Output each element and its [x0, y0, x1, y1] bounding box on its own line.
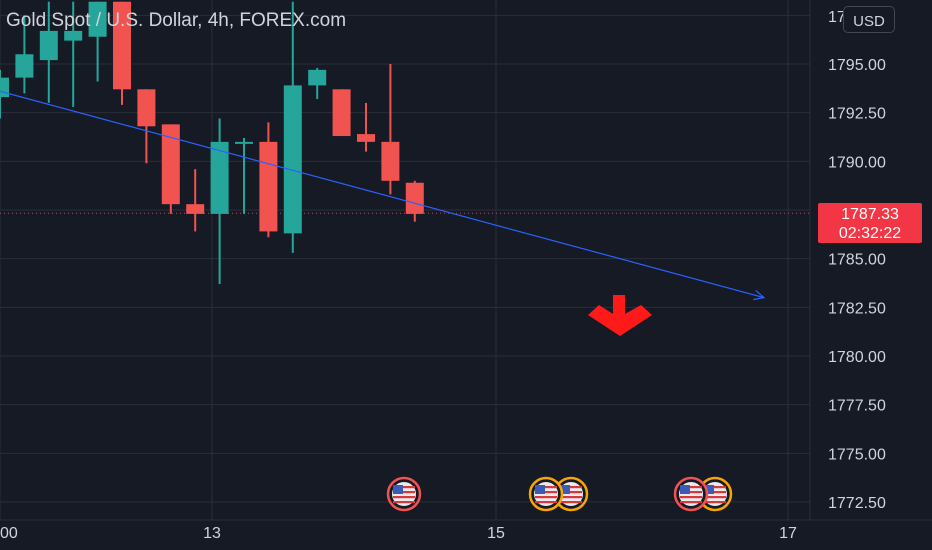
- trend-line[interactable]: [0, 90, 766, 301]
- candle-body: [137, 89, 156, 127]
- candle-body: [259, 141, 278, 232]
- price-tick-label: 1785.00: [828, 252, 886, 269]
- trend-line-arrowhead: [753, 289, 766, 301]
- event-markers: [386, 476, 733, 512]
- down-arrow-icon[interactable]: [588, 295, 652, 336]
- candle-body: [357, 134, 375, 142]
- candle-body: [0, 77, 9, 98]
- bar-countdown: 02:32:22: [838, 225, 902, 242]
- candle-body: [39, 30, 58, 61]
- candle-body: [161, 124, 180, 205]
- us-flag-event-icon[interactable]: [553, 476, 589, 512]
- price-tick-label: 1792.50: [828, 106, 886, 123]
- us-flag-event-icon[interactable]: [673, 476, 709, 512]
- time-tick-label: 00: [0, 525, 18, 542]
- candle-body: [283, 85, 302, 234]
- price-tick-label: 1782.50: [828, 300, 886, 317]
- price-tick-label: 1772.50: [828, 495, 886, 512]
- trend-line-segment[interactable]: [0, 90, 765, 299]
- currency-button[interactable]: USD: [843, 6, 895, 33]
- candle-body: [15, 54, 34, 78]
- last-price-tag: 1787.33 02:32:22: [818, 203, 922, 243]
- grid-lines: [0, 0, 810, 520]
- time-tick-label: 15: [487, 525, 505, 542]
- price-tick-label: 1775.00: [828, 446, 886, 463]
- last-price-value: 1787.33: [841, 206, 899, 223]
- candle-body: [235, 141, 253, 144]
- price-tick-label: 1777.50: [828, 398, 886, 415]
- time-tick-label: 13: [203, 525, 221, 542]
- candle-body: [332, 89, 351, 137]
- price-tick-label: 1780.00: [828, 349, 886, 366]
- time-axis[interactable]: 00 13 15 17: [0, 525, 797, 542]
- us-flag-event-icon[interactable]: [386, 476, 422, 512]
- candle-body: [113, 1, 131, 90]
- candle-body: [88, 1, 107, 37]
- price-tick-label: 1790.00: [828, 154, 886, 171]
- candle-body: [405, 182, 424, 214]
- time-tick-label: 17: [779, 525, 797, 542]
- candles: [0, 1, 424, 284]
- candle-body: [186, 204, 205, 214]
- candle-body: [64, 30, 83, 41]
- price-tick-label: 1795.00: [828, 57, 886, 74]
- candle-body: [308, 69, 327, 86]
- candle-body: [381, 141, 400, 181]
- symbol-title: Gold Spot / U.S. Dollar, 4h, FOREX.com: [6, 10, 347, 31]
- us-flag-event-icon[interactable]: [528, 476, 564, 512]
- candle-body: [210, 141, 229, 214]
- price-axis[interactable]: 1797.50 1795.001792.501790.001787.501785…: [828, 9, 886, 512]
